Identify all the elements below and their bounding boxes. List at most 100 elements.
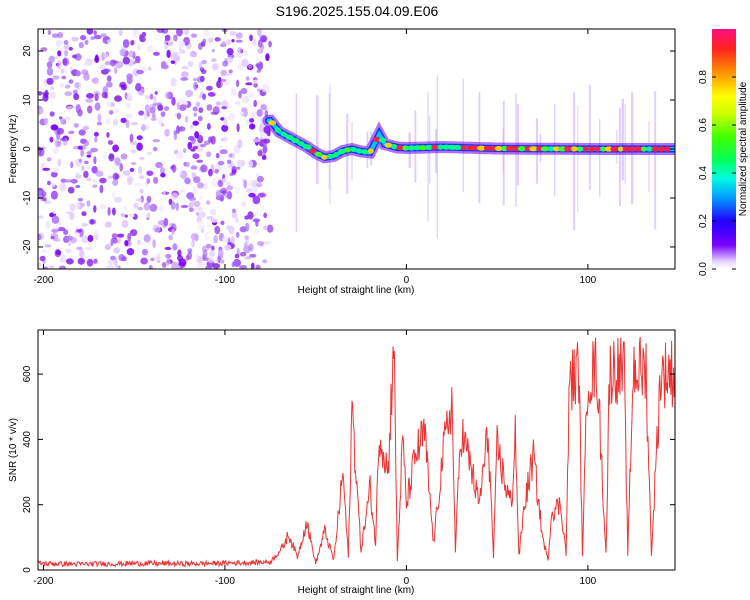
noise-speck xyxy=(77,109,83,117)
noise-speck xyxy=(171,228,175,235)
noise-speck xyxy=(184,116,189,123)
noise-speck xyxy=(241,201,247,207)
noise-speck xyxy=(247,211,254,220)
noise-speck xyxy=(256,109,263,117)
noise-speck xyxy=(206,85,213,91)
noise-speck xyxy=(138,242,146,246)
noise-speck xyxy=(52,147,59,155)
noise-speck xyxy=(256,241,265,246)
noise-speck xyxy=(225,181,232,186)
snr-axes: -200 -100 0 100 0 200 400 600 xyxy=(22,330,675,587)
noise-speck xyxy=(170,77,177,87)
noise-speck xyxy=(127,232,132,242)
noise-speck xyxy=(249,34,253,42)
noise-speck xyxy=(106,132,110,138)
noise-speck xyxy=(64,84,71,89)
noise-speck xyxy=(262,145,268,154)
noise-speck xyxy=(152,146,158,152)
colorbar-tick-label: 0.4 xyxy=(698,166,709,180)
noise-speck xyxy=(64,91,72,97)
noise-speck xyxy=(220,79,227,82)
noise-speck xyxy=(164,128,170,137)
noise-speck xyxy=(235,32,243,39)
noise-speck xyxy=(178,258,187,267)
noise-speck xyxy=(99,184,104,194)
noise-speck xyxy=(51,228,59,233)
noise-speck xyxy=(192,145,199,150)
noise-speck xyxy=(97,113,102,123)
noise-speck xyxy=(256,88,261,92)
noise-speck xyxy=(260,104,267,111)
noise-speck xyxy=(43,117,49,126)
noise-speck xyxy=(176,151,184,160)
noise-speck xyxy=(95,170,104,177)
noise-speck xyxy=(202,38,207,44)
noise-speck xyxy=(248,192,256,198)
noise-speck xyxy=(206,200,211,205)
noise-speck xyxy=(86,93,94,99)
noise-speck xyxy=(50,182,56,187)
ridge-peak xyxy=(384,142,393,148)
noise-speck xyxy=(200,164,208,173)
noise-speck xyxy=(207,257,214,264)
colorbar-gradient xyxy=(712,29,736,269)
noise-speck xyxy=(221,41,226,47)
noise-speck xyxy=(255,172,260,178)
noise-speck xyxy=(106,75,112,82)
noise-speck xyxy=(158,203,164,213)
noise-speck xyxy=(133,29,140,38)
noise-speck xyxy=(237,159,246,167)
noise-speck xyxy=(112,207,116,216)
noise-speck xyxy=(225,39,231,46)
noise-speck xyxy=(120,153,128,160)
noise-speck xyxy=(139,175,145,180)
noise-speck xyxy=(81,202,85,208)
noise-speck xyxy=(112,118,119,126)
noise-speck xyxy=(137,44,141,51)
noise-speck xyxy=(141,124,146,132)
noise-speck xyxy=(139,35,146,43)
noise-speck xyxy=(140,257,148,265)
noise-speck xyxy=(263,212,268,219)
noise-speck xyxy=(162,190,166,196)
noise-speck xyxy=(64,116,71,121)
ridge-peak xyxy=(419,145,428,151)
noise-speck xyxy=(170,60,176,64)
noise-speck xyxy=(208,168,213,177)
noise-speck xyxy=(38,233,42,241)
noise-speck xyxy=(248,92,255,98)
noise-speck xyxy=(251,262,255,269)
noise-speck xyxy=(253,99,257,108)
noise-speck xyxy=(192,120,199,126)
noise-speck xyxy=(236,79,240,88)
ridge-peak xyxy=(540,146,550,152)
noise-speck xyxy=(230,86,237,93)
snr-frame xyxy=(37,329,676,571)
colorbar-ticks: 0.0 0.2 0.4 0.6 0.8 xyxy=(698,70,736,276)
ridge-peak xyxy=(524,146,531,152)
noise-speck xyxy=(235,231,240,238)
noise-speck xyxy=(44,244,52,248)
noise-speck xyxy=(59,182,67,192)
noise-speck xyxy=(201,69,207,75)
noise-speck xyxy=(221,124,229,132)
noise-speck xyxy=(57,158,62,167)
noise-speck xyxy=(212,263,221,269)
noise-speck xyxy=(242,95,250,104)
noise-speck xyxy=(198,62,203,69)
noise-speck xyxy=(63,64,68,73)
noise-speck xyxy=(172,243,178,251)
noise-speck xyxy=(224,72,233,76)
noise-speck xyxy=(39,255,46,262)
noise-speck xyxy=(42,93,49,102)
noise-speck xyxy=(111,233,118,239)
noise-speck xyxy=(197,224,205,230)
noise-speck xyxy=(171,96,176,106)
noise-speck xyxy=(160,64,169,70)
noise-speck xyxy=(94,93,99,102)
noise-speck xyxy=(66,258,74,265)
colorbar-label: Normalized spectral amplitude xyxy=(738,81,749,216)
noise-speck xyxy=(227,190,233,200)
noise-speck xyxy=(107,259,115,266)
